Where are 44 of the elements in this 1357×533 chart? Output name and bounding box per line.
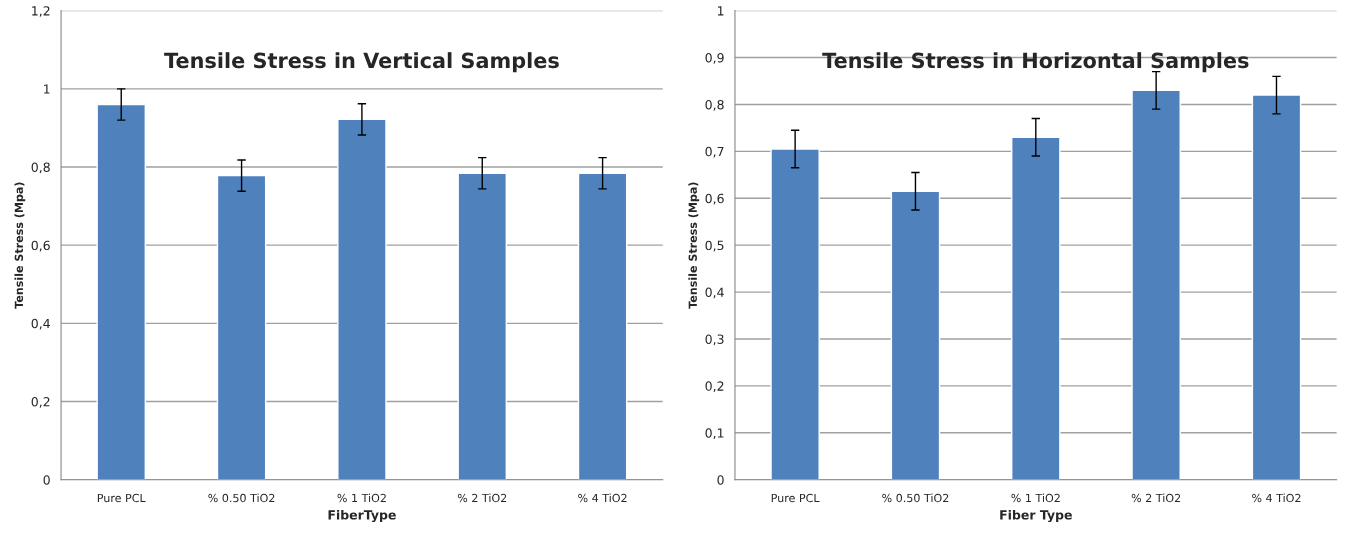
y-tick-label: 0,7 xyxy=(705,146,724,158)
x-axis-title: Fiber Type xyxy=(1000,509,1072,523)
bar xyxy=(577,172,628,480)
bar xyxy=(337,118,387,480)
y-tick-label: 0,8 xyxy=(31,162,50,174)
bar xyxy=(457,172,508,480)
bar xyxy=(216,174,267,480)
y-tick-label: 1 xyxy=(44,84,50,94)
x-tick-label: Pure PCL xyxy=(97,493,146,503)
y-tick-label: 0,5 xyxy=(705,240,724,252)
y-tick-label: 0,3 xyxy=(705,334,724,346)
bar xyxy=(1131,89,1181,480)
text: Tensile Stress in Vertical Samples xyxy=(164,52,559,73)
x-tick-label: % 2 TiO2 xyxy=(1131,493,1181,503)
x-tick-label: % 2 TiO2 xyxy=(457,493,507,503)
y-axis-title: Tensile Stress (Mpa) xyxy=(688,182,700,309)
y-tick-label: 0,4 xyxy=(31,318,50,330)
y-tick-label: 0,2 xyxy=(705,381,724,393)
y-axis-title: Tensile Stress (Mpa) xyxy=(14,182,26,309)
y-tick-label: 0,6 xyxy=(31,240,50,252)
x-tick-label: % 4 TiO2 xyxy=(1252,493,1301,503)
x-tick-label: % 0.50 TiO2 xyxy=(208,493,275,503)
y-tick-label: 0 xyxy=(43,475,50,485)
y-tick-label: 0,6 xyxy=(705,193,724,205)
y-tick-label: 0,9 xyxy=(705,53,724,64)
bar xyxy=(1251,94,1302,480)
y-tick-label: 0,2 xyxy=(31,397,50,408)
bar xyxy=(770,148,820,480)
x-tick-label: % 0.50 TiO2 xyxy=(882,493,949,503)
text: Tensile Stress in Horizontal Samples xyxy=(822,52,1249,73)
bar xyxy=(1011,136,1061,480)
x-tick-label: % 4 TiO2 xyxy=(578,493,627,503)
y-tick-label: 1,2 xyxy=(32,6,50,17)
y-tick-label: 0,8 xyxy=(705,99,724,111)
bar xyxy=(96,103,146,480)
bar xyxy=(890,190,941,480)
y-tick-label: 0 xyxy=(717,475,724,485)
x-tick-label: % 1 TiO2 xyxy=(337,493,386,503)
y-tick-label: 1 xyxy=(717,6,724,16)
x-tick-label: Pure PCL xyxy=(771,493,820,503)
y-tick-label: 0,4 xyxy=(705,287,724,299)
x-tick-label: % 1 TiO2 xyxy=(1011,493,1060,503)
x-axis-title: FiberType xyxy=(328,509,396,523)
y-tick-label: 0,1 xyxy=(705,428,724,439)
